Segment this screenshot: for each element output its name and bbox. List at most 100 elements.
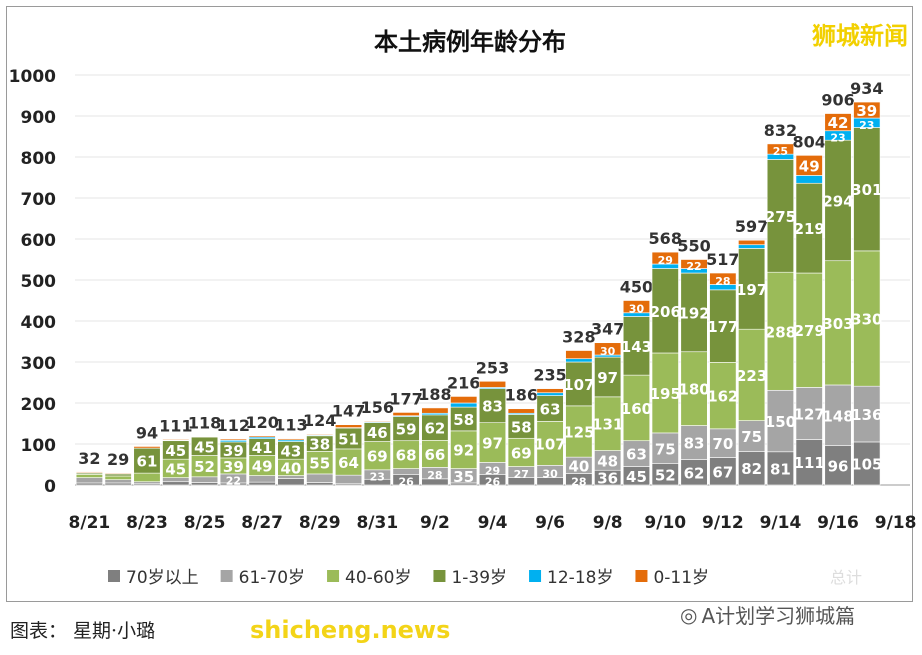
segment-label: 125 xyxy=(563,423,594,441)
bar-segment xyxy=(133,472,161,483)
segment-label: 148 xyxy=(822,407,853,425)
legend-swatch xyxy=(635,570,648,582)
x-tick-label: 9/12 xyxy=(702,513,744,533)
segment-label: 45 xyxy=(165,442,186,460)
bar-segment xyxy=(191,482,219,486)
segment-label: 288 xyxy=(765,323,796,341)
wechat-account: ◎ A计划学习狮城篇 xyxy=(680,600,855,629)
bar-segment xyxy=(824,113,852,132)
x-tick-label: 8/25 xyxy=(184,513,226,533)
x-tick-label: 9/10 xyxy=(644,513,686,533)
bar-segment xyxy=(709,289,737,363)
total-label: 450 xyxy=(620,278,653,297)
segment-label: 83 xyxy=(684,435,705,453)
bar-segment xyxy=(392,416,420,442)
x-tick-label: 8/29 xyxy=(299,513,341,533)
bar-segment xyxy=(334,474,363,485)
segment-label: 28 xyxy=(715,275,730,288)
bar-segment xyxy=(738,451,766,486)
bar-segment xyxy=(536,421,564,466)
segment-label: 294 xyxy=(822,192,853,210)
total-label: 112 xyxy=(217,416,250,435)
chart-frame xyxy=(6,6,913,602)
bar-segment xyxy=(651,352,679,434)
bar-segment xyxy=(766,159,794,273)
bar-segment xyxy=(594,356,622,398)
bar-segment xyxy=(738,248,766,330)
segment-label: 29 xyxy=(658,254,673,267)
x-tick-label: 9/16 xyxy=(817,513,859,533)
segment-label: 59 xyxy=(396,421,417,439)
bar-segment xyxy=(565,361,593,407)
bar-segment xyxy=(133,446,161,449)
segment-label: 39 xyxy=(856,102,877,120)
x-tick-label: 9/18 xyxy=(875,513,917,533)
total-label: 517 xyxy=(706,250,739,269)
segment-label: 45 xyxy=(626,468,647,486)
bar-segment xyxy=(766,271,794,391)
segment-label: 55 xyxy=(309,455,330,473)
total-label: 156 xyxy=(361,398,394,417)
bar-segment xyxy=(334,424,363,428)
bar-segment xyxy=(709,362,737,430)
bar-segment xyxy=(421,414,449,441)
bar-segment xyxy=(824,260,852,386)
y-tick-label: 800 xyxy=(21,149,57,169)
segment-label: 52 xyxy=(194,458,215,476)
bar-segment xyxy=(795,387,823,440)
y-tick-label: 1000 xyxy=(9,67,56,87)
x-tick-label: 8/21 xyxy=(69,513,111,533)
legend-swatch xyxy=(433,570,446,582)
y-tick-label: 600 xyxy=(21,231,57,251)
segment-label: 301 xyxy=(851,181,882,199)
bar-segment xyxy=(104,482,132,486)
segment-label: 62 xyxy=(424,420,445,438)
segment-label: 30 xyxy=(629,303,645,316)
bar-segment xyxy=(795,182,823,274)
x-tick-label: 9/2 xyxy=(420,513,450,533)
segment-label: 30 xyxy=(542,467,558,480)
segment-label: 75 xyxy=(655,440,676,458)
segment-label: 69 xyxy=(367,448,388,466)
bar-segment xyxy=(248,481,276,486)
segment-label: 303 xyxy=(822,315,853,333)
segment-label: 30 xyxy=(600,345,616,358)
bar-segment xyxy=(709,457,737,486)
bar-segment xyxy=(75,474,103,478)
chart-title: 本土病例年龄分布 xyxy=(374,28,566,56)
segment-label: 96 xyxy=(828,457,849,475)
bar-segment xyxy=(651,251,679,265)
total-label: 120 xyxy=(245,413,278,432)
segment-label: 127 xyxy=(794,405,825,423)
bar-segment xyxy=(478,380,507,388)
segment-label: 97 xyxy=(482,435,503,453)
bar-segment xyxy=(651,432,679,464)
segment-label: 49 xyxy=(252,458,273,476)
bar-segment xyxy=(853,385,881,443)
y-tick-label: 700 xyxy=(21,190,57,210)
segment-label: 223 xyxy=(736,367,767,385)
bar-segment xyxy=(75,477,103,484)
segment-label: 62 xyxy=(684,464,705,482)
segment-label: 83 xyxy=(482,398,503,416)
bar-segment xyxy=(75,482,103,486)
bar-segment xyxy=(738,239,766,246)
bar-segment xyxy=(680,459,708,486)
total-label: 550 xyxy=(677,237,710,256)
legend-swatch xyxy=(327,570,340,582)
segment-label: 52 xyxy=(655,466,676,484)
segment-label: 75 xyxy=(741,428,762,446)
bar-segment xyxy=(824,445,852,486)
segment-label: 70 xyxy=(712,435,733,453)
bar-segment xyxy=(594,342,622,356)
segment-label: 64 xyxy=(338,454,359,472)
bar-segment xyxy=(507,408,535,414)
total-label: 188 xyxy=(418,385,451,404)
segment-label: 40 xyxy=(281,459,302,477)
y-tick-label: 0 xyxy=(44,477,56,497)
bar-segment xyxy=(162,439,190,441)
bar-segment xyxy=(680,351,708,426)
segment-label: 92 xyxy=(453,442,474,460)
segment-label: 58 xyxy=(453,411,474,429)
